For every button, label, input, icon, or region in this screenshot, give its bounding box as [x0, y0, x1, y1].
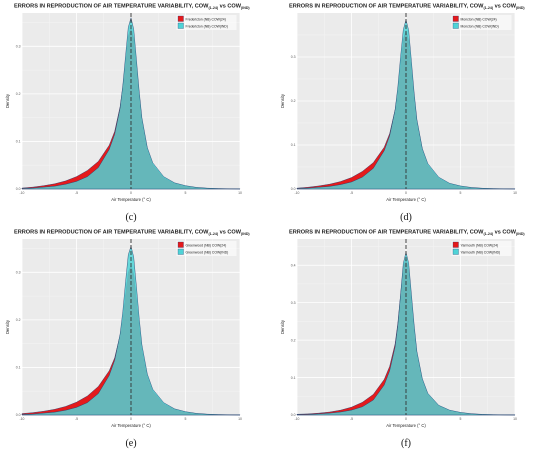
y-axis-label: Density: [5, 319, 10, 334]
title-main: ERRORS IN REPRODUCTION OF AIR TEMPERATUR…: [14, 4, 209, 10]
title-vs: vs COW: [218, 230, 242, 236]
title-vs: vs COW: [493, 230, 517, 236]
y-tick-label: 0.2: [291, 99, 296, 103]
chart-title: ERRORS IN REPRODUCTION OF AIR TEMPERATUR…: [14, 230, 250, 236]
legend-key-cow24: [452, 15, 459, 22]
legend-label-cow24: Greenwood (NB) COW(24): [186, 243, 227, 247]
legend-key-cowind: [452, 248, 459, 255]
y-tick-label: 0.1: [16, 366, 21, 370]
title-subscript-2: (IND): [516, 6, 525, 10]
title-subscript-1: (1-24): [208, 232, 218, 236]
y-tick-label: 0.0: [16, 413, 21, 417]
x-tick-label: 5: [460, 191, 462, 195]
y-tick-label: 0.3: [291, 301, 296, 305]
legend-key-cowind: [177, 248, 184, 255]
y-tick-label: 0.2: [16, 92, 21, 96]
x-tick-label: -10: [20, 417, 25, 421]
panel-caption: (f): [401, 438, 411, 449]
x-tick-label: -5: [350, 417, 353, 421]
title-subscript-1: (1-24): [208, 6, 218, 10]
title-main: ERRORS IN REPRODUCTION OF AIR TEMPERATUR…: [289, 230, 484, 236]
x-tick-label: 10: [238, 191, 242, 195]
legend-label-cowind: Moncton (NB) COW(IND): [461, 24, 499, 28]
legend-label-cow24: Yarmouth (NB) COW(24): [461, 243, 499, 247]
x-tick-label: -5: [75, 417, 78, 421]
x-axis-label: Air Temperature (° C): [111, 197, 151, 202]
x-tick-label: 0: [130, 191, 132, 195]
title-main: ERRORS IN REPRODUCTION OF AIR TEMPERATUR…: [289, 4, 484, 10]
title-subscript-2: (IND): [241, 232, 250, 236]
title-subscript-2: (IND): [516, 232, 525, 236]
density-area-cowind: [296, 252, 516, 416]
legend-label-cowind: Greenwood (NB) COW(IND): [186, 250, 229, 254]
y-tick-label: 0.2: [16, 318, 21, 322]
x-tick-label: -10: [295, 417, 300, 421]
x-tick-label: 5: [185, 191, 187, 195]
x-tick-label: 5: [185, 417, 187, 421]
legend-key-cow24: [177, 241, 184, 248]
x-tick-label: -10: [295, 191, 300, 195]
title-vs: vs COW: [218, 4, 242, 10]
y-tick-label: 0.1: [291, 376, 296, 380]
legend-key-cowind: [452, 22, 459, 29]
y-tick-label: 0.3: [16, 270, 21, 274]
legend-key-cowind: [177, 22, 184, 29]
chart-panel-c: ERRORS IN REPRODUCTION OF AIR TEMPERATUR…: [0, 0, 275, 226]
chart-panel-e: ERRORS IN REPRODUCTION OF AIR TEMPERATUR…: [0, 226, 275, 452]
y-tick-label: 0.0: [291, 413, 296, 417]
chart-title: ERRORS IN REPRODUCTION OF AIR TEMPERATUR…: [289, 4, 525, 10]
y-tick-label: 0.3: [291, 55, 296, 59]
chart-e: ERRORS IN REPRODUCTION OF AIR TEMPERATUR…: [5, 230, 250, 450]
panel-caption: (c): [125, 212, 136, 223]
title-vs: vs COW: [493, 4, 517, 10]
legend-key-cow24: [177, 15, 184, 22]
x-tick-label: 10: [238, 417, 242, 421]
x-tick-label: 10: [513, 191, 517, 195]
legend-box: [176, 241, 237, 256]
x-tick-label: 0: [405, 417, 407, 421]
y-tick-label: 0.2: [291, 338, 296, 342]
title-subscript-1: (1-24): [483, 6, 493, 10]
legend-label-cow24: Moncton (NB) COW(24): [461, 17, 497, 21]
chart-title: ERRORS IN REPRODUCTION OF AIR TEMPERATUR…: [14, 4, 250, 10]
panel-caption: (e): [125, 438, 136, 449]
chart-c: ERRORS IN REPRODUCTION OF AIR TEMPERATUR…: [5, 4, 250, 224]
x-tick-label: -10: [20, 191, 25, 195]
chart-title: ERRORS IN REPRODUCTION OF AIR TEMPERATUR…: [289, 230, 525, 236]
x-axis-label: Air Temperature (° C): [386, 423, 426, 428]
chart-f: ERRORS IN REPRODUCTION OF AIR TEMPERATUR…: [280, 230, 525, 450]
title-subscript-2: (IND): [241, 6, 250, 10]
x-tick-label: -5: [75, 191, 78, 195]
x-axis-label: Air Temperature (° C): [386, 197, 426, 202]
legend-box: [176, 15, 237, 30]
chart-panel-f: ERRORS IN REPRODUCTION OF AIR TEMPERATUR…: [275, 226, 550, 452]
title-subscript-1: (1-24): [483, 232, 493, 236]
x-tick-label: 10: [513, 417, 517, 421]
y-axis-label: Density: [280, 319, 285, 334]
legend-label-cowind: Yarmouth (NB) COW(IND): [461, 250, 501, 254]
y-tick-label: 0.1: [16, 140, 21, 144]
y-tick-label: 0.0: [16, 187, 21, 191]
y-axis-label: Density: [5, 93, 10, 108]
y-tick-label: 0.3: [16, 44, 21, 48]
title-main: ERRORS IN REPRODUCTION OF AIR TEMPERATUR…: [14, 230, 209, 236]
x-tick-label: 0: [405, 191, 407, 195]
legend-key-cow24: [452, 241, 459, 248]
panel-caption: (d): [400, 212, 412, 223]
y-tick-label: 0.0: [291, 187, 296, 191]
x-tick-label: 0: [130, 417, 132, 421]
chart-d: ERRORS IN REPRODUCTION OF AIR TEMPERATUR…: [280, 4, 525, 224]
legend-label-cow24: Fredericton (NB) COW(24): [186, 17, 226, 21]
legend-box: [451, 241, 512, 256]
chart-panel-d: ERRORS IN REPRODUCTION OF AIR TEMPERATUR…: [275, 0, 550, 226]
x-axis-label: Air Temperature (° C): [111, 423, 151, 428]
y-tick-label: 0.1: [291, 143, 296, 147]
legend-label-cowind: Fredericton (NB) COW(IND): [186, 24, 228, 28]
legend-box: [451, 15, 512, 30]
x-tick-label: -5: [350, 191, 353, 195]
x-tick-label: 5: [460, 417, 462, 421]
y-tick-label: 0.4: [291, 263, 296, 267]
y-axis-label: Density: [280, 93, 285, 108]
